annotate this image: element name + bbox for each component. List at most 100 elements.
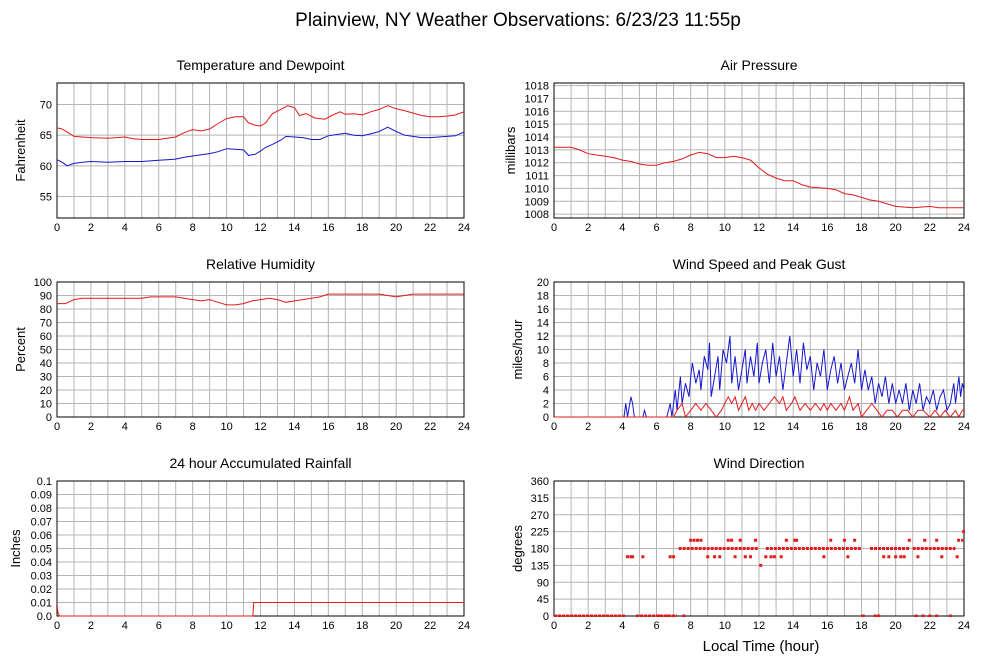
y-tick-label: 1010	[525, 183, 549, 195]
x-tick-label: 16	[821, 620, 833, 632]
x-tick-label: 14	[787, 421, 799, 433]
series-group	[57, 293, 464, 306]
scatter-point	[759, 563, 763, 567]
x-tick-label: 24	[958, 222, 970, 234]
x-tick-label: 24	[958, 421, 970, 433]
plot-frame	[56, 281, 465, 418]
scatter-point	[718, 555, 722, 559]
y-tick-label: 135	[531, 560, 549, 572]
y-tick-label: 0	[543, 611, 549, 623]
scatter-point	[658, 614, 662, 617]
y-tick-label: 20	[537, 277, 549, 289]
x-tick-label: 10	[220, 222, 232, 234]
x-tick-label: 22	[424, 222, 436, 234]
y-tick-label: 225	[531, 527, 549, 539]
y-tick-label: 14	[537, 318, 549, 330]
x-tick-label: 16	[322, 421, 334, 433]
chart-rain: 0 2 4 6 8 10 12 14 16 18 20 22 240.00.010.020.030.04…	[8, 455, 470, 632]
y-tick-label: 0.04	[31, 557, 52, 569]
x-tick-label: 0	[551, 620, 557, 632]
x-tick-label: 16	[821, 421, 833, 433]
y-tick-label: 1008	[525, 209, 549, 221]
plot-frame	[56, 480, 465, 617]
y-tick-label: 0.08	[31, 503, 52, 515]
x-tick-label: 22	[424, 421, 436, 433]
scatter-point	[625, 555, 629, 559]
x-tick-label: 10	[719, 620, 731, 632]
y-tick-label: 1011	[525, 171, 549, 183]
scatter-point	[894, 555, 898, 559]
y-tick-label: 0.09	[31, 490, 52, 502]
x-tick-label: 10	[220, 421, 232, 433]
x-tick-label: 8	[688, 222, 694, 234]
y-tick-label: 70	[40, 318, 52, 330]
x-tick-label: 12	[753, 222, 765, 234]
y-tick-label: 4	[543, 385, 549, 397]
scatter-point	[672, 555, 676, 559]
scatter-point	[899, 555, 903, 559]
x-tick-label: 6	[653, 620, 659, 632]
series-line-0	[57, 293, 464, 306]
scatter-point	[853, 538, 857, 542]
y-tick-label: 80	[40, 304, 52, 316]
x-tick-label: 20	[390, 620, 402, 632]
x-tick-label: 16	[322, 222, 334, 234]
x-tick-label: 2	[585, 222, 591, 234]
series-line-0	[554, 146, 964, 209]
x-tick-label: 6	[156, 222, 162, 234]
y-tick-label: 60	[40, 161, 52, 173]
x-tick-label: 6	[156, 620, 162, 632]
y-tick-label: 2	[543, 399, 549, 411]
scatter-point	[928, 614, 932, 617]
scatter-point	[692, 538, 696, 542]
x-tick-label: 12	[753, 421, 765, 433]
series-group	[554, 146, 964, 209]
x-tick-label: 14	[787, 222, 799, 234]
x-tick-label: 18	[356, 421, 368, 433]
y-axis-label: Fahrenheit	[13, 119, 28, 182]
y-tick-label: 0.01	[31, 598, 52, 610]
x-tick-label: 2	[585, 620, 591, 632]
scatter-point	[730, 538, 734, 542]
scatter-point	[668, 555, 672, 559]
y-tick-label: 40	[40, 358, 52, 370]
x-tick-label: 24	[458, 421, 470, 433]
scatter-point	[682, 614, 686, 617]
scatter-point	[795, 538, 799, 542]
y-tick-label: 55	[40, 192, 52, 204]
y-tick-label: 270	[531, 510, 549, 522]
scatter-point	[772, 555, 776, 559]
scatter-point	[696, 538, 699, 542]
scatter-point	[784, 538, 788, 542]
series-group	[57, 105, 465, 167]
scatter-point	[948, 614, 952, 617]
scatter-point	[842, 538, 846, 542]
scatter-point	[873, 614, 877, 617]
chart-direction: 0 2 4 6 8 10 12 14 16 18 20 22 240459013518022527031…	[510, 455, 970, 632]
scatter-point	[733, 555, 737, 559]
y-axis-label: millibars	[503, 126, 518, 174]
y-tick-label: 0.1	[37, 476, 52, 488]
scatter-point	[743, 555, 747, 559]
x-tick-label: 22	[424, 620, 436, 632]
y-tick-label: 18	[537, 291, 549, 303]
x-tick-label: 2	[585, 421, 591, 433]
y-tick-label: 0.0	[37, 611, 52, 623]
x-tick-label: 12	[753, 620, 765, 632]
scatter-point	[769, 555, 773, 559]
x-tick-label: 12	[254, 222, 266, 234]
x-tick-label: 20	[390, 222, 402, 234]
scatter-point	[713, 555, 717, 559]
x-tick-label: 12	[254, 421, 266, 433]
y-tick-label: 90	[537, 577, 549, 589]
x-tick-label: 8	[190, 421, 196, 433]
plot-frame	[56, 82, 465, 219]
scatter-point	[631, 555, 635, 559]
x-tick-label: 10	[719, 421, 731, 433]
scatter-point	[754, 538, 758, 542]
series-line-0	[57, 105, 465, 140]
y-tick-label: 360	[531, 476, 549, 488]
series-line-1	[554, 395, 964, 418]
scatter-point	[861, 614, 865, 617]
